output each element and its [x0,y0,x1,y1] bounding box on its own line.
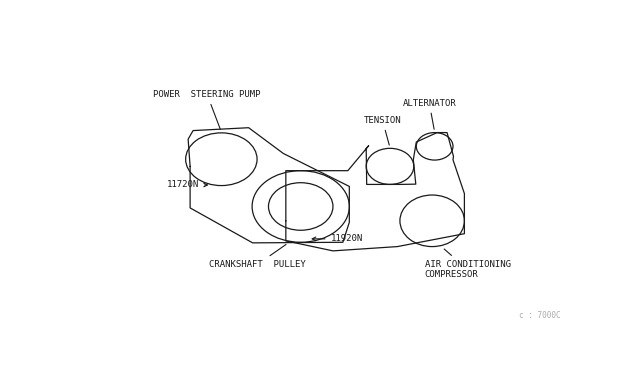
Text: 11720N: 11720N [167,180,207,189]
Text: AIR CONDITIONING
COMPRESSOR: AIR CONDITIONING COMPRESSOR [425,249,511,279]
Text: CRANKSHAFT  PULLEY: CRANKSHAFT PULLEY [209,244,306,269]
Text: 11920N: 11920N [312,234,363,243]
Text: TENSION: TENSION [364,116,401,145]
Text: c : 7000C: c : 7000C [520,311,561,320]
Text: POWER  STEERING PUMP: POWER STEERING PUMP [154,90,261,129]
Text: ALTERNATOR: ALTERNATOR [403,99,456,129]
